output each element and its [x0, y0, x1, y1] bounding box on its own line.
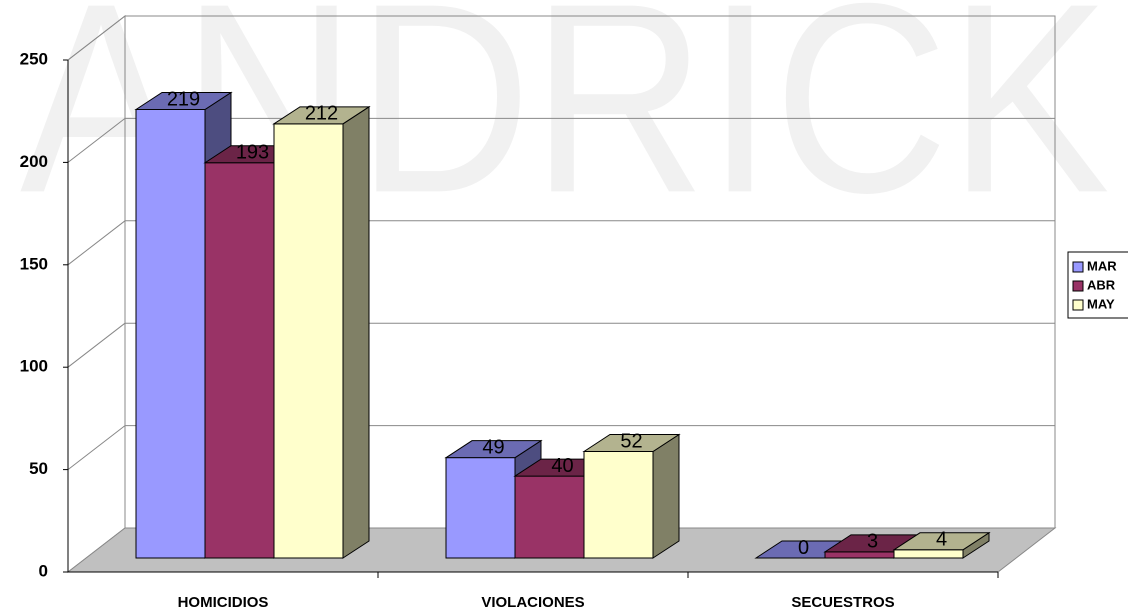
- data-label: 49: [482, 436, 504, 458]
- bar: [583, 451, 654, 559]
- bar: [514, 475, 585, 559]
- x-tick-label: HOMICIDIOS: [178, 594, 269, 611]
- legend-label: MAY: [1087, 296, 1115, 311]
- data-label: 52: [620, 430, 642, 452]
- bar-side: [652, 433, 680, 559]
- grid-line: [67, 425, 126, 470]
- grid-line: [67, 322, 126, 368]
- legend-swatch: [1072, 280, 1084, 292]
- bar: [824, 551, 895, 559]
- bar-top: [892, 532, 991, 551]
- bar: [204, 162, 275, 559]
- grid-line: [67, 220, 126, 266]
- y-tick-label: 50: [29, 459, 48, 478]
- bar-side: [342, 105, 370, 559]
- data-label: 219: [167, 88, 200, 110]
- y-tick-label: 0: [39, 561, 48, 580]
- bar-top: [272, 106, 371, 125]
- y-tick-label: 250: [20, 49, 48, 68]
- bar-top: [134, 91, 233, 110]
- data-label: 40: [551, 455, 573, 477]
- data-label: 0: [798, 537, 809, 559]
- x-tick-label: VIOLACIONES: [481, 594, 584, 611]
- legend-swatch: [1072, 299, 1084, 311]
- y-tick-label: 100: [20, 357, 48, 376]
- legend-swatch: [1072, 261, 1084, 273]
- legend-label: MAR: [1087, 258, 1117, 273]
- bar: [445, 457, 516, 559]
- grid-line: [67, 118, 126, 163]
- bar: [135, 108, 206, 559]
- data-label: 212: [305, 103, 338, 125]
- x-tick-label: SECUESTROS: [791, 594, 894, 611]
- bar-top: [444, 440, 543, 459]
- data-label: 193: [236, 142, 269, 164]
- bar-top: [582, 434, 681, 453]
- grid-line: [67, 15, 126, 61]
- data-label: 3: [867, 531, 878, 553]
- data-label: 4: [936, 529, 947, 551]
- y-tick-label: 200: [20, 152, 48, 171]
- legend-label: ABR: [1087, 277, 1116, 292]
- y-tick-label: 150: [20, 254, 48, 273]
- bar: [273, 123, 344, 559]
- bar: [893, 549, 964, 559]
